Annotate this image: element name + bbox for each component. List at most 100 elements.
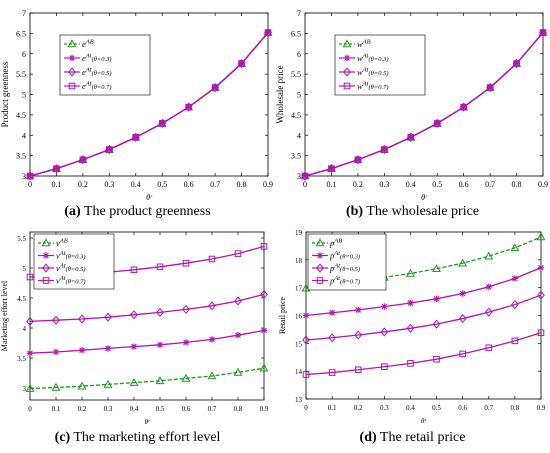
y-tick-label: 3 bbox=[23, 385, 27, 393]
data-point bbox=[354, 366, 362, 374]
x-tick-label: 0.6 bbox=[458, 404, 467, 412]
data-point bbox=[26, 350, 34, 357]
x-tick-label: 0 bbox=[303, 180, 307, 189]
y-tick-label: 3.5 bbox=[16, 152, 26, 161]
data-point bbox=[53, 165, 60, 172]
data-point bbox=[130, 310, 138, 320]
series-line bbox=[305, 332, 542, 376]
x-axis-label: θʳ bbox=[421, 193, 428, 202]
data-point bbox=[433, 120, 441, 127]
x-tick-label: 0.1 bbox=[328, 404, 337, 412]
y-tick-label: 15 bbox=[295, 340, 303, 348]
y-tick-label: 4.5 bbox=[16, 111, 26, 120]
series-line bbox=[304, 32, 544, 177]
series-2 bbox=[26, 289, 268, 326]
data-point bbox=[52, 315, 60, 325]
legend-entry: vAt(θ=0.7) bbox=[56, 275, 86, 286]
y-tick-label: 4.5 bbox=[17, 295, 26, 303]
caption-d-letter: (d) bbox=[359, 430, 377, 445]
data-point bbox=[185, 103, 192, 111]
x-tick-label: 0 bbox=[28, 405, 32, 413]
x-tick-label: 0.7 bbox=[210, 180, 220, 189]
x-tick-label: 0.1 bbox=[52, 405, 61, 413]
data-point bbox=[459, 350, 466, 358]
x-tick-label: 0.9 bbox=[263, 180, 273, 189]
x-tick-label: 0.9 bbox=[538, 180, 548, 189]
data-point bbox=[238, 60, 245, 67]
y-tick-label: 3 bbox=[22, 172, 26, 181]
y-tick-label: 4 bbox=[297, 131, 301, 140]
y-tick-label: 13 bbox=[295, 396, 303, 404]
series-line bbox=[305, 294, 542, 341]
caption-c: (c) The marketing effort level bbox=[0, 430, 275, 446]
legend-marker bbox=[68, 82, 76, 90]
data-point bbox=[181, 373, 191, 382]
y-tick-label: 17 bbox=[295, 285, 303, 293]
data-point bbox=[182, 339, 190, 346]
data-point bbox=[211, 84, 219, 91]
legend: wAB wAt(θ=0.3) wAt(θ=0.5) wAt(θ=0.7) bbox=[334, 34, 426, 96]
data-point bbox=[129, 377, 139, 386]
x-tick-label: 0.7 bbox=[485, 180, 495, 189]
data-point bbox=[26, 171, 34, 181]
x-tick-label: 0.4 bbox=[406, 404, 415, 412]
y-tick-label: 5 bbox=[297, 91, 301, 100]
y-tick-label: 7 bbox=[22, 9, 26, 18]
x-tick-label: 0.2 bbox=[78, 405, 87, 413]
y-tick-label: 3.5 bbox=[17, 355, 26, 363]
data-point bbox=[406, 323, 415, 333]
series-1 bbox=[302, 264, 545, 319]
data-point bbox=[405, 268, 415, 277]
caption-c-letter: (c) bbox=[54, 430, 71, 445]
data-point bbox=[264, 29, 272, 36]
y-tick-label: 4 bbox=[22, 131, 26, 140]
data-point bbox=[26, 273, 34, 281]
data-point bbox=[485, 344, 493, 352]
y-axis-label: Wholesale price bbox=[275, 65, 285, 123]
y-tick-label: 19 bbox=[295, 229, 303, 237]
data-point bbox=[104, 345, 112, 352]
data-point bbox=[301, 171, 309, 181]
x-tick-label: 0.8 bbox=[511, 404, 520, 412]
data-point bbox=[208, 255, 216, 263]
x-tick-label: 0.5 bbox=[156, 405, 165, 413]
series-line bbox=[29, 32, 269, 177]
x-tick-label: 0.8 bbox=[237, 180, 247, 189]
series-2 bbox=[302, 290, 545, 345]
data-point bbox=[234, 250, 242, 257]
data-point bbox=[182, 259, 190, 267]
y-tick-label: 4 bbox=[23, 325, 27, 333]
data-point bbox=[52, 348, 60, 356]
x-axis-label: θʳ bbox=[146, 193, 153, 202]
data-point bbox=[234, 296, 242, 306]
x-tick-label: 0.8 bbox=[512, 180, 522, 189]
x-axis-label: θʳ bbox=[145, 418, 150, 426]
data-point bbox=[79, 156, 87, 163]
plot-frame bbox=[29, 231, 265, 401]
data-point bbox=[407, 133, 415, 141]
data-point bbox=[237, 58, 246, 69]
data-point bbox=[155, 376, 165, 385]
data-point bbox=[539, 29, 547, 36]
legend-entry: eAt(θ=0.5) bbox=[82, 67, 112, 78]
y-tick-label: 6.5 bbox=[16, 29, 26, 38]
y-tick-label: 14 bbox=[295, 368, 303, 376]
data-point bbox=[513, 60, 520, 67]
caption-a-letter: (a) bbox=[64, 204, 81, 219]
y-axis-label: Product greenness bbox=[0, 61, 10, 127]
x-tick-label: 0.5 bbox=[432, 180, 442, 189]
series-line bbox=[29, 329, 265, 354]
data-point bbox=[156, 263, 164, 271]
data-point bbox=[381, 146, 388, 153]
data-point bbox=[51, 382, 61, 391]
data-point bbox=[355, 306, 362, 314]
y-tick-label: 16 bbox=[295, 313, 303, 321]
caption-d: (d) The retail price bbox=[275, 430, 550, 446]
x-tick-label: 0.2 bbox=[354, 404, 363, 412]
data-point bbox=[260, 289, 268, 299]
y-tick-label: 7 bbox=[297, 9, 301, 18]
x-tick-label: 0.7 bbox=[208, 405, 217, 413]
x-tick-label: 0.6 bbox=[182, 405, 191, 413]
x-tick-label: 0.5 bbox=[432, 404, 441, 412]
